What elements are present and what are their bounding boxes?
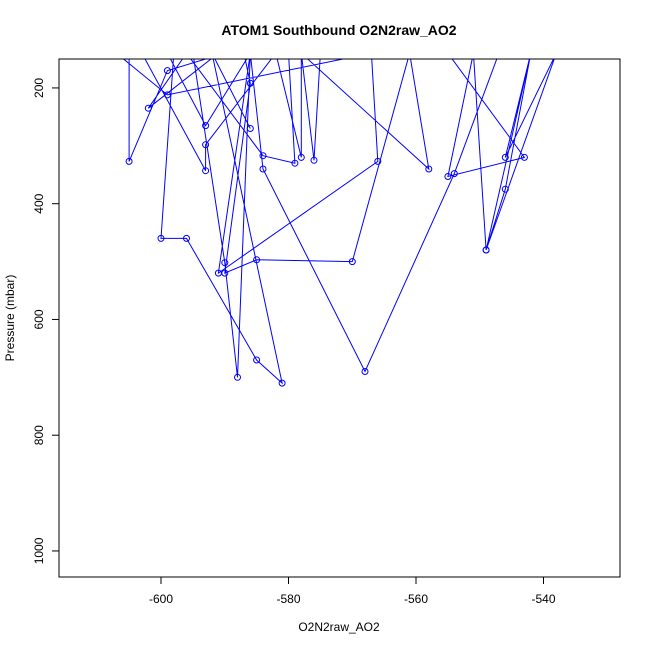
data-point	[374, 157, 382, 165]
x-tick-label: -560	[404, 592, 428, 606]
data-point	[425, 165, 433, 173]
data-point	[259, 165, 267, 173]
x-tick-label: -580	[276, 592, 300, 606]
x-tick-label: -600	[149, 592, 173, 606]
x-axis: -600 -580 -560 -540	[149, 577, 556, 606]
data-point	[221, 259, 229, 267]
x-axis-label: O2N2raw_AO2	[298, 620, 380, 634]
plot-area	[122, 59, 555, 387]
data-point	[246, 79, 254, 87]
data-point	[246, 125, 254, 132]
data-point	[310, 156, 318, 164]
data-point	[144, 104, 152, 112]
data-point	[157, 234, 165, 242]
data-point	[444, 173, 452, 180]
y-tick-label: 400	[32, 193, 46, 213]
data-point	[297, 153, 305, 161]
data-point	[183, 234, 190, 242]
y-tick-label: 1000	[32, 537, 46, 564]
data-point	[520, 153, 528, 161]
data-point	[253, 256, 261, 264]
data-point	[501, 153, 509, 161]
data-point	[450, 170, 458, 178]
plot-frame	[58, 58, 621, 578]
data-point	[361, 368, 369, 375]
x-tick-label: -540	[531, 592, 555, 606]
data-point	[348, 258, 356, 266]
data-point	[501, 185, 509, 193]
y-tick-label: 200	[32, 78, 46, 98]
series-line	[122, 59, 555, 385]
data-point	[234, 373, 241, 381]
data-point	[253, 356, 261, 364]
data-point	[202, 122, 210, 130]
data-point	[163, 67, 171, 75]
data-point	[482, 246, 490, 254]
y-tick-label: 600	[32, 309, 46, 329]
y-axis-label: Pressure (mbar)	[3, 275, 17, 362]
data-point	[125, 157, 133, 165]
y-tick-label: 800	[32, 425, 46, 445]
data-point	[259, 152, 267, 160]
data-point	[221, 269, 229, 277]
chart-title: ATOM1 Southbound O2N2raw_AO2	[221, 22, 456, 38]
data-point	[202, 141, 210, 149]
y-axis: 200 400 600 800 1000	[32, 78, 59, 564]
data-point	[202, 167, 210, 175]
data-point	[278, 379, 286, 387]
data-point	[163, 91, 171, 99]
data-point	[291, 159, 299, 167]
